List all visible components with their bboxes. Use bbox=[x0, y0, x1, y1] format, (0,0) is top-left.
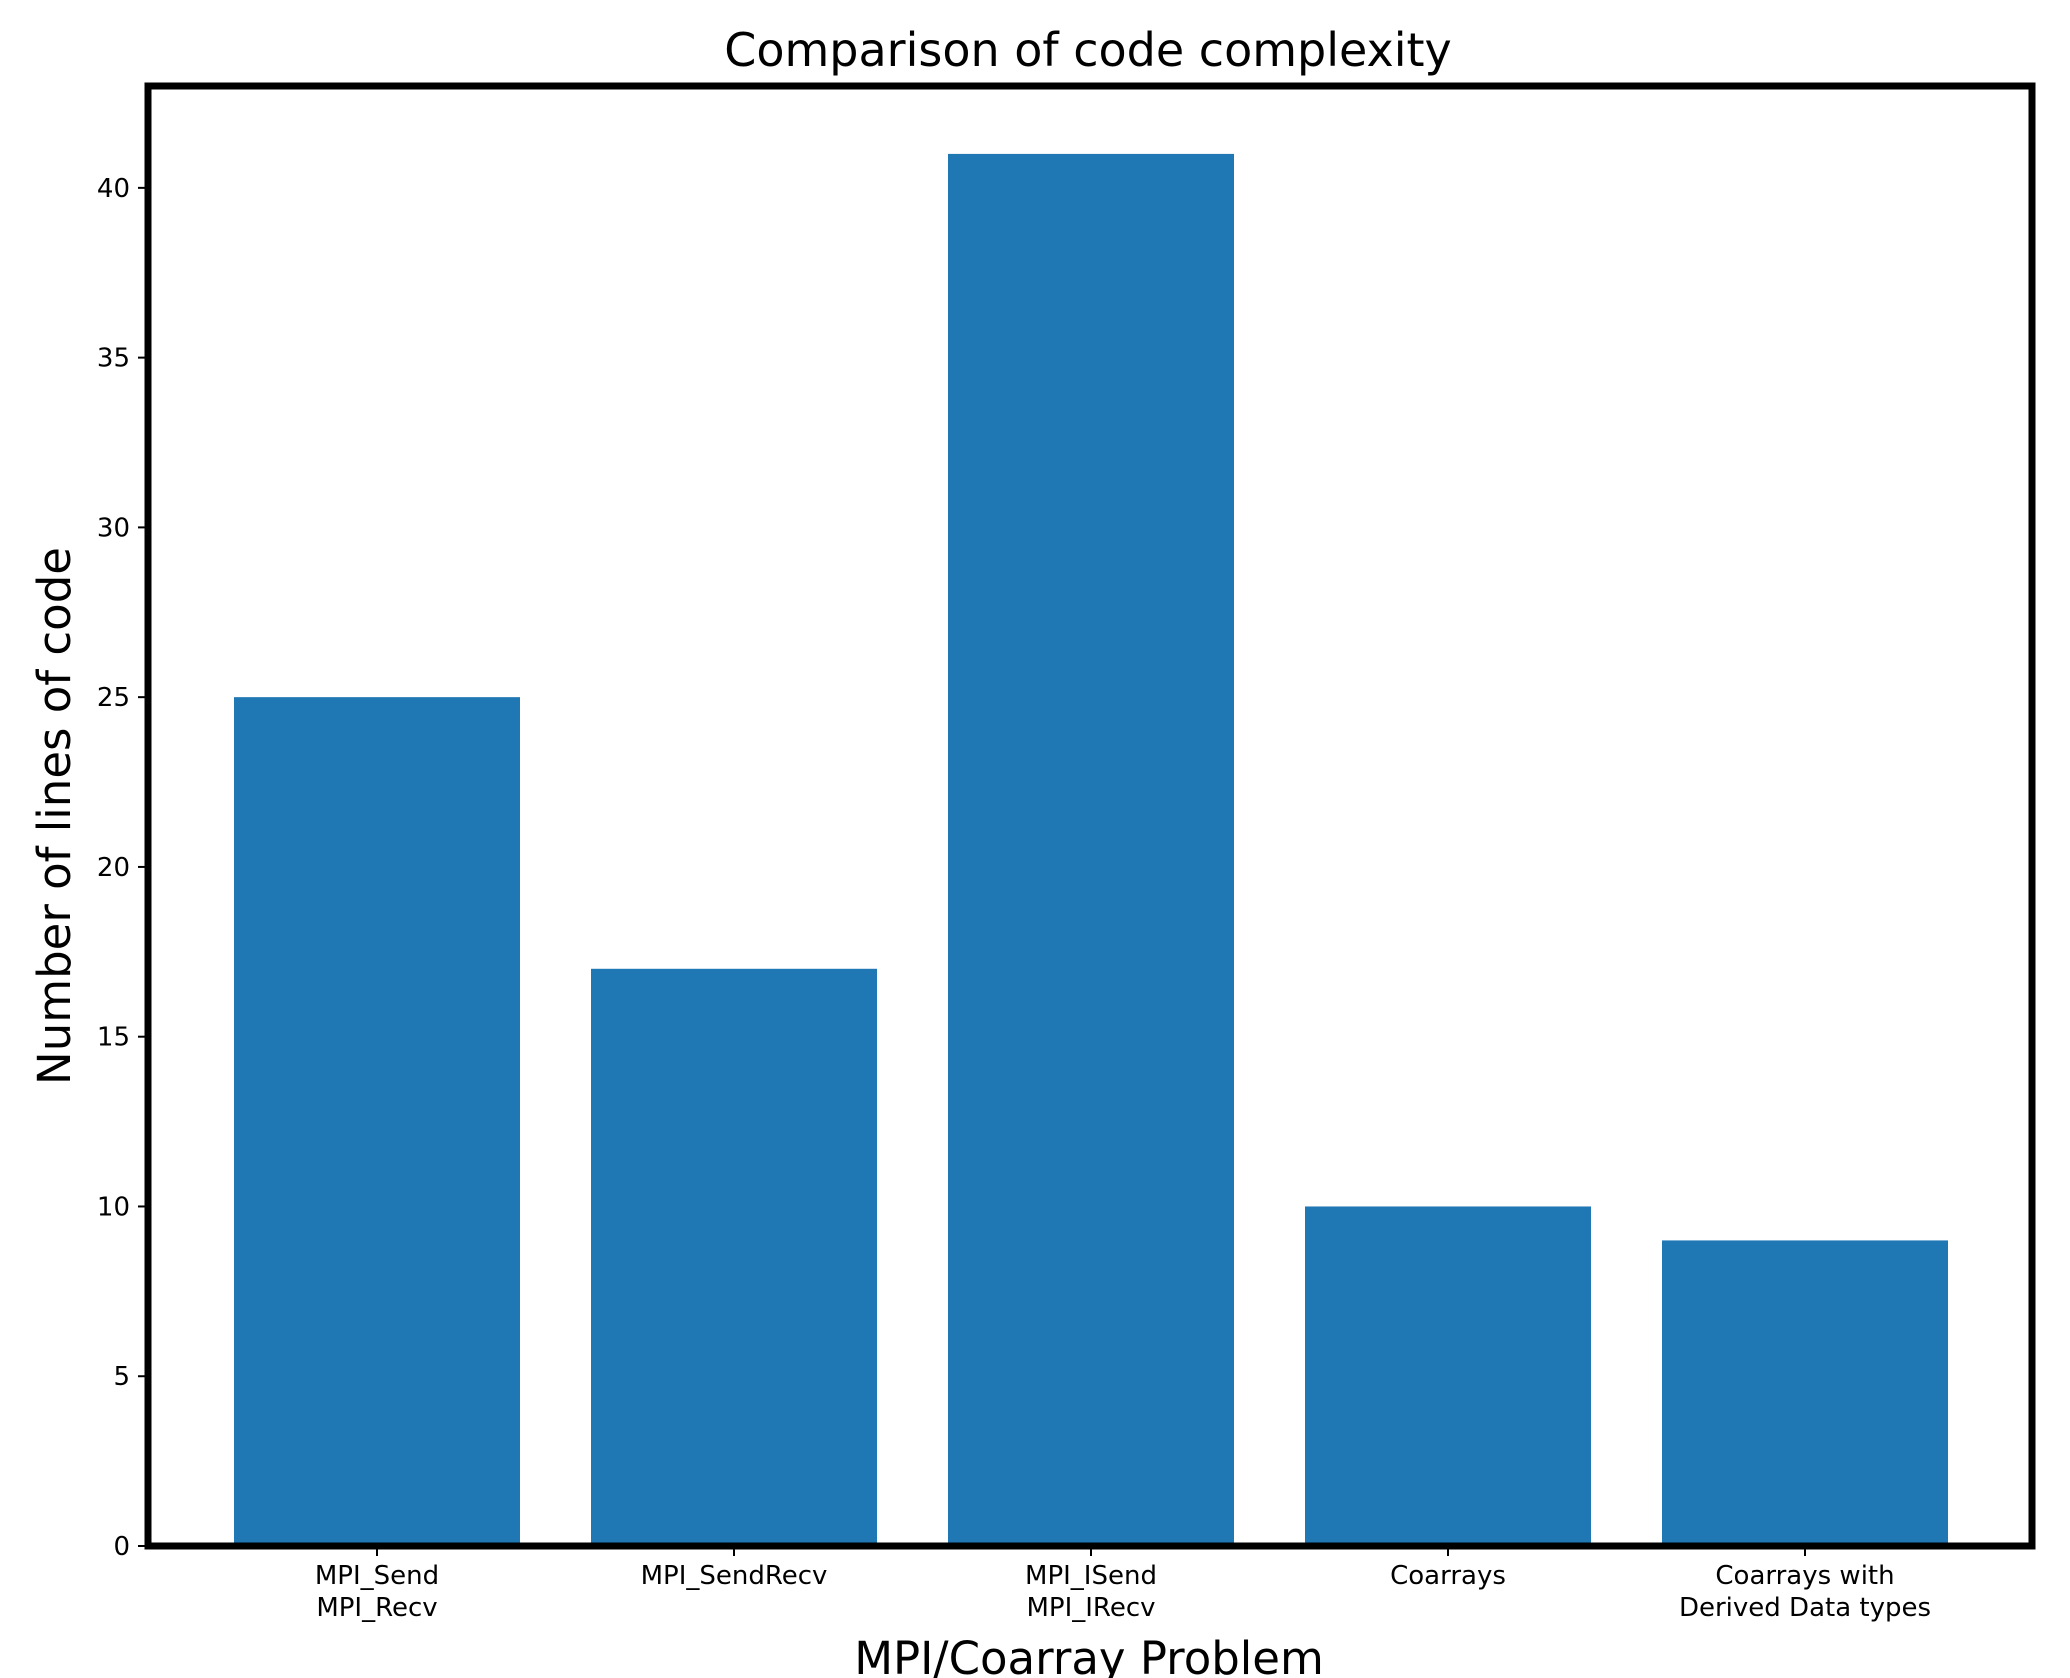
y-tick-label: 40 bbox=[97, 174, 130, 204]
x-tick-label-line: MPI_Recv bbox=[316, 1593, 437, 1623]
bars-group bbox=[234, 153, 1948, 1546]
y-tick-label: 0 bbox=[113, 1532, 130, 1562]
x-tick-label: MPI_Send MPI_Recv bbox=[315, 1561, 439, 1623]
y-axis-label: Number of lines of code bbox=[28, 547, 81, 1085]
x-axis-label: MPI/Coarray Problem bbox=[854, 1632, 1324, 1678]
x-tick-label-line: MPI_IRecv bbox=[1026, 1593, 1155, 1623]
y-tick-label: 5 bbox=[113, 1362, 130, 1392]
y-tick-label: 30 bbox=[97, 513, 130, 543]
bar-2 bbox=[948, 153, 1234, 1546]
x-tick-label-line: Derived Data types bbox=[1679, 1593, 1931, 1623]
bar-3 bbox=[1305, 1206, 1591, 1546]
y-tick-label: 25 bbox=[97, 683, 130, 713]
y-tick-label: 20 bbox=[97, 853, 130, 883]
x-tick-label: MPI_ISend MPI_IRecv bbox=[1025, 1561, 1157, 1623]
bar-4 bbox=[1662, 1240, 1948, 1546]
y-axis-ticks: 0 5 10 15 20 25 30 35 40 bbox=[97, 174, 148, 1562]
x-tick-label-line: Coarrays bbox=[1390, 1561, 1506, 1591]
x-tick-label-line: MPI_SendRecv bbox=[641, 1561, 828, 1591]
plot-frame bbox=[144, 82, 2036, 1550]
chart-title: Comparison of code complexity bbox=[724, 23, 1452, 77]
y-tick-label: 10 bbox=[97, 1192, 130, 1222]
x-tick-label-line: MPI_Send bbox=[315, 1561, 439, 1591]
bar-1 bbox=[591, 968, 877, 1546]
x-tick-label-line: MPI_ISend bbox=[1025, 1561, 1157, 1591]
y-tick-label: 15 bbox=[97, 1023, 130, 1053]
bar-0 bbox=[234, 697, 520, 1546]
x-tick-label-line: Coarrays with bbox=[1715, 1561, 1894, 1591]
y-tick-label: 35 bbox=[97, 344, 130, 374]
x-tick-label: Coarrays bbox=[1390, 1561, 1506, 1591]
x-tick-label: Coarrays with Derived Data types bbox=[1679, 1561, 1931, 1623]
x-tick-label: MPI_SendRecv bbox=[641, 1561, 828, 1591]
